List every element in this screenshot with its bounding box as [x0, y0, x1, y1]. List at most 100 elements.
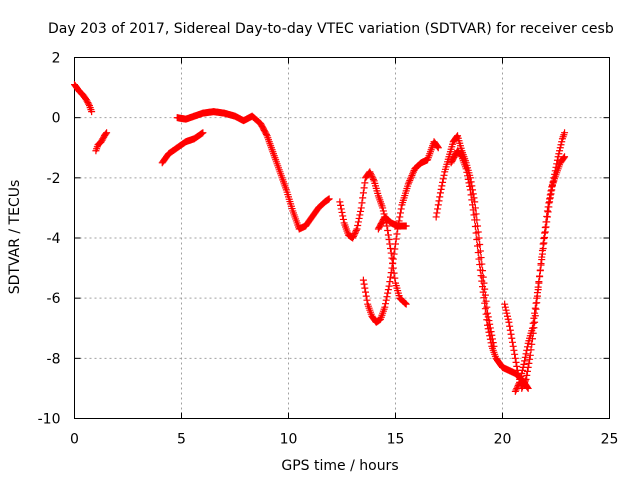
data-point [512, 386, 520, 394]
data-point [384, 231, 392, 239]
data-point [453, 133, 461, 141]
data-point [367, 169, 375, 177]
data-point [469, 206, 477, 214]
data-point [383, 293, 391, 301]
data-point [483, 303, 491, 311]
data-point [367, 171, 375, 179]
data-point [384, 226, 392, 234]
data-point [369, 174, 377, 182]
data-point [536, 267, 544, 275]
data-point [465, 179, 473, 187]
data-point [471, 216, 479, 224]
data-point [478, 277, 486, 285]
data-point [392, 235, 400, 243]
data-point [368, 172, 376, 180]
data-point [401, 299, 409, 307]
data-point [538, 250, 546, 258]
data-point [472, 229, 480, 237]
data-point [97, 138, 105, 146]
data-point [523, 343, 531, 351]
y-tick-label: -6 [47, 291, 61, 307]
data-point [401, 300, 409, 308]
data-point [507, 330, 515, 338]
data-point [351, 229, 359, 237]
data-point [355, 214, 363, 222]
data-point [338, 208, 346, 216]
data-point [549, 178, 557, 186]
data-point [556, 144, 564, 152]
data-point [506, 322, 514, 330]
data-point [506, 326, 514, 334]
data-point [382, 296, 390, 304]
data-point [558, 138, 566, 146]
data-point [468, 196, 476, 204]
data-point [360, 280, 368, 288]
data-point [391, 245, 399, 253]
y-tick-label: -4 [47, 231, 61, 247]
series-segment [511, 129, 569, 395]
data-point [359, 194, 367, 202]
data-point [349, 232, 357, 240]
data-point [359, 189, 367, 197]
data-point [522, 350, 530, 358]
data-point [476, 266, 484, 274]
data-point [533, 294, 541, 302]
data-point [554, 153, 562, 161]
data-point [543, 207, 551, 215]
data-point [474, 242, 482, 250]
data-point [546, 198, 554, 206]
data-point [514, 381, 522, 389]
data-point [531, 309, 539, 317]
data-point [512, 358, 520, 366]
data-point [432, 213, 440, 221]
data-point [513, 362, 521, 370]
series-segment [501, 153, 569, 392]
data-point [361, 179, 369, 187]
data-point [548, 182, 556, 190]
data-point [402, 222, 410, 230]
data-point [548, 186, 556, 194]
data-point [550, 174, 558, 182]
data-point [486, 332, 494, 340]
data-point [553, 156, 561, 164]
series-segment [374, 213, 410, 233]
data-point [545, 203, 553, 211]
data-point [561, 129, 569, 137]
data-point [464, 172, 472, 180]
data-point [360, 184, 368, 192]
data-point [541, 228, 549, 236]
data-point [525, 359, 533, 367]
data-point [555, 150, 563, 158]
data-point [434, 201, 442, 209]
data-point [518, 369, 526, 377]
data-point [516, 378, 524, 386]
data-point [474, 249, 482, 257]
data-point [482, 310, 490, 318]
data-point [88, 108, 96, 116]
data-point [543, 213, 551, 221]
data-point [434, 205, 442, 213]
data-point [359, 276, 367, 284]
data-point [539, 245, 547, 253]
data-point [536, 272, 544, 280]
data-point [487, 339, 495, 347]
data-point [466, 186, 474, 194]
data-point [526, 355, 534, 363]
data-point [535, 278, 543, 286]
data-point [531, 318, 539, 326]
data-point [547, 190, 555, 198]
data-point [508, 334, 516, 342]
data-point [518, 366, 526, 374]
data-point [505, 318, 513, 326]
data-point [85, 100, 93, 108]
data-point [501, 303, 509, 311]
data-point [336, 198, 344, 206]
data-point [357, 204, 365, 212]
data-point [471, 222, 479, 230]
data-point [409, 170, 417, 178]
series-segment [158, 129, 207, 167]
data-point [439, 175, 447, 183]
data-point [532, 299, 540, 307]
data-point [362, 292, 370, 300]
data-point [521, 377, 529, 385]
